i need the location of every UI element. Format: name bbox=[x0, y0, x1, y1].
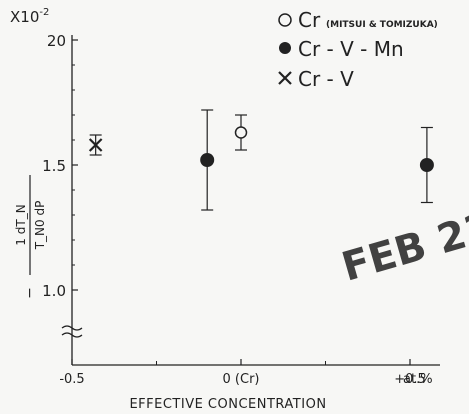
axes bbox=[71, 35, 440, 366]
data-point-open-circle bbox=[234, 114, 248, 151]
marker-cross bbox=[88, 138, 103, 152]
y-label-numerator: 1 dT_N bbox=[14, 204, 28, 245]
x-axis-label: EFFECTIVE CONCENTRATION bbox=[129, 397, 326, 412]
y-tick-label: 1.5 bbox=[42, 157, 66, 175]
x-ticks: -0.5 0 (Cr) +0.5 bbox=[59, 359, 426, 387]
legend-item-cr: Cr (MITSUI & TOMIZUKA) bbox=[278, 8, 438, 32]
y-multiplier-exponent: -2 bbox=[39, 7, 49, 18]
y-ticks: 1.0 1.5 20 bbox=[42, 32, 78, 300]
legend-label-cr-v-mn: Cr - V - Mn bbox=[298, 37, 404, 61]
legend-label-cr: Cr bbox=[298, 8, 321, 32]
legend-marker-open-circle bbox=[278, 13, 292, 27]
data-point-cross bbox=[88, 134, 103, 156]
date-stamp: FEB 23 bbox=[337, 204, 469, 291]
data-points bbox=[88, 109, 434, 211]
x-tick-label: 0 (Cr) bbox=[223, 372, 260, 387]
y-tick-label: 20 bbox=[47, 32, 66, 50]
y-label-sign: − bbox=[22, 287, 38, 299]
data-point-filled-circle bbox=[200, 109, 215, 211]
y-axis-break bbox=[61, 325, 83, 338]
legend-item-cr-v: Cr - V bbox=[278, 67, 354, 91]
y-label-denominator: T_N0 dP bbox=[33, 201, 47, 251]
legend-marker-filled-circle bbox=[279, 42, 291, 54]
legend-marker-cross bbox=[278, 71, 292, 85]
marker-filled-circle bbox=[419, 158, 434, 172]
y-multiplier: X10-2 bbox=[10, 7, 49, 26]
legend-note-cr: (MITSUI & TOMIZUKA) bbox=[326, 20, 438, 30]
data-point-filled-circle bbox=[419, 126, 434, 204]
x-tick-label: +0.5 bbox=[394, 372, 426, 387]
marker-filled-circle bbox=[200, 153, 215, 167]
legend-item-cr-v-mn: Cr - V - Mn bbox=[279, 37, 404, 61]
y-axis-label: − 1 dT_N T_N0 dP bbox=[14, 175, 47, 299]
legend-label-cr-v: Cr - V bbox=[298, 67, 354, 91]
x-axis-unit: at.% bbox=[403, 372, 433, 387]
marker-open-circle bbox=[234, 126, 248, 139]
x-tick-label: -0.5 bbox=[59, 372, 84, 387]
y-tick-label: 1.0 bbox=[42, 282, 66, 300]
legend: Cr (MITSUI & TOMIZUKA) Cr - V - Mn Cr - … bbox=[278, 8, 438, 91]
